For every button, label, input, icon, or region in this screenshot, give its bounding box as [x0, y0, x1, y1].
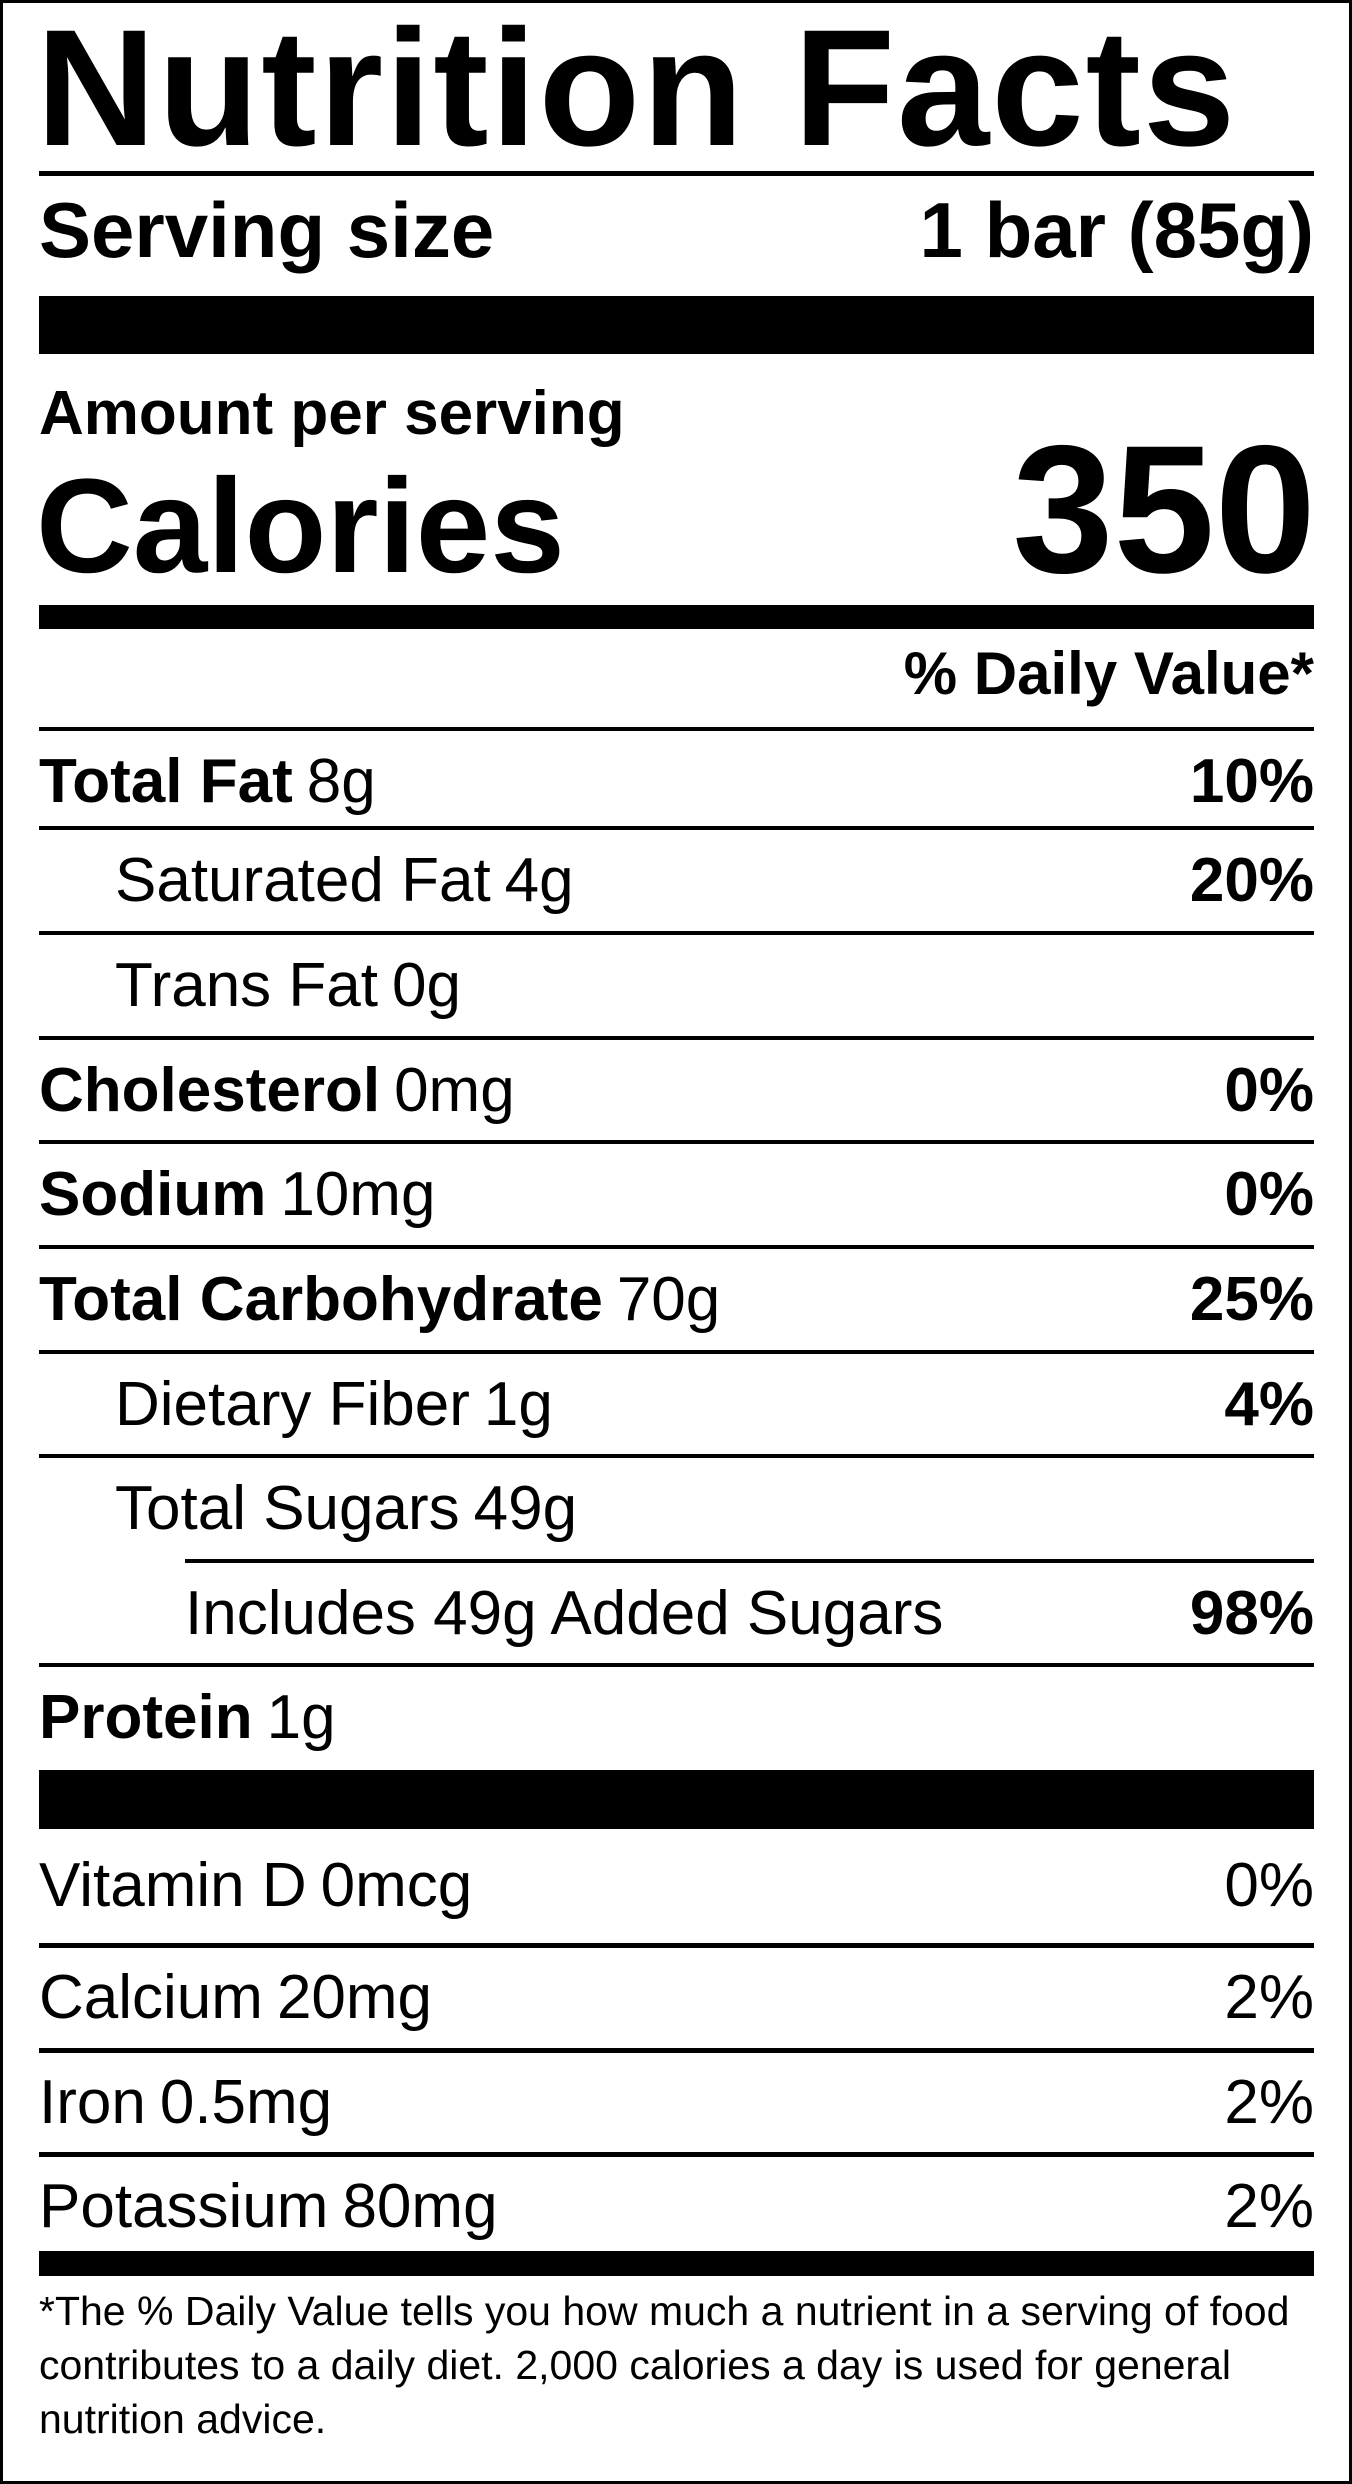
- row-divider: [39, 1943, 1314, 1948]
- vitamin-row: Calcium 20mg 2%: [39, 1945, 1314, 2049]
- row-divider: [39, 931, 1314, 935]
- nutrient-label: Total Sugars 49g: [115, 1473, 577, 1544]
- nutrient-daily-value: 4%: [1224, 1369, 1314, 1439]
- calories-value: 350: [1012, 407, 1316, 611]
- vitamin-name: Calcium: [39, 1962, 263, 2032]
- footnote: *The % Daily Value tells you how much a …: [39, 2288, 1290, 2442]
- nutrient-name: Total Sugars: [115, 1473, 460, 1543]
- thick-bar: [39, 1770, 1314, 1829]
- amount-per-serving: Amount per serving: [39, 379, 625, 448]
- row-divider: [39, 1140, 1314, 1144]
- nutrient-name: Total Carbohydrate: [39, 1264, 603, 1334]
- nutrient-name: Saturated Fat: [115, 845, 491, 915]
- daily-value-header: % Daily Value*: [903, 640, 1314, 707]
- vitamin-amount: 80mg: [342, 2171, 498, 2241]
- nutrient-row: Protein 1g: [39, 1665, 1314, 1769]
- vitamin-name: Iron: [39, 2067, 146, 2137]
- row-divider: [39, 1663, 1314, 1667]
- nutrient-label: Includes 49g Added Sugars: [185, 1578, 957, 1649]
- vitamin-amount: 0.5mg: [159, 2067, 333, 2137]
- calories-label: Calories: [36, 452, 565, 601]
- nutrient-name: Includes 49g Added Sugars: [185, 1578, 944, 1648]
- nutrient-daily-value: 0%: [1224, 1159, 1314, 1229]
- nutrient-label: Protein 1g: [39, 1682, 336, 1753]
- row-divider: [39, 1350, 1314, 1354]
- nutrient-amount: 4g: [504, 845, 574, 915]
- row-divider: [39, 1245, 1314, 1249]
- nutrient-daily-value: 98%: [1189, 1578, 1314, 1648]
- nutrient-daily-value: 10%: [1189, 746, 1314, 816]
- vitamin-amount: 20mg: [276, 1962, 433, 2032]
- nutrient-name: Total Fat: [39, 746, 293, 816]
- vitamin-name: Vitamin D: [39, 1850, 307, 1920]
- row-divider: [39, 826, 1314, 830]
- row-divider: [39, 727, 1314, 731]
- vitamin-label: Calcium 20mg: [39, 1962, 432, 2033]
- vitamin-name: Potassium: [39, 2171, 329, 2241]
- nutrient-row: Trans Fat 0g: [115, 933, 1314, 1037]
- nutrient-row: Total Sugars 49g: [115, 1456, 1314, 1560]
- nutrient-daily-value: 20%: [1189, 845, 1314, 915]
- nutrient-amount: 8g: [306, 746, 376, 816]
- nutrient-amount: 1g: [266, 1682, 336, 1752]
- thick-bar: [39, 296, 1314, 354]
- vitamin-daily-value: 2%: [1224, 2171, 1314, 2241]
- nutrient-row: Saturated Fat 4g 20%: [115, 828, 1314, 932]
- nutrient-label: Total Carbohydrate 70g: [39, 1264, 720, 1335]
- nutrient-row: Total Fat 8g 10%: [39, 729, 1314, 833]
- nutrient-amount: 49g: [473, 1473, 578, 1543]
- row-divider: [39, 1036, 1314, 1040]
- nutrient-name: Sodium: [39, 1159, 267, 1229]
- serving-size-label: Serving size: [39, 186, 495, 274]
- nutrient-label: Saturated Fat 4g: [115, 845, 574, 916]
- medium-bar: [39, 2251, 1314, 2276]
- nutrient-amount: 10mg: [280, 1159, 436, 1229]
- vitamin-row: Potassium 80mg 2%: [39, 2154, 1314, 2258]
- nutrient-name: Protein: [39, 1682, 253, 1752]
- nutrient-row: Sodium 10mg 0%: [39, 1142, 1314, 1246]
- nutrient-row: Dietary Fiber 1g 4%: [115, 1352, 1314, 1456]
- nutrient-daily-value: 25%: [1189, 1264, 1314, 1334]
- nutrient-label: Total Fat 8g: [39, 746, 376, 817]
- nutrient-name: Trans Fat: [115, 950, 378, 1020]
- vitamin-label: Vitamin D 0mcg: [39, 1850, 472, 1921]
- label-title: Nutrition Facts: [36, 0, 1238, 181]
- serving-size-value: 1 bar (85g): [919, 186, 1314, 274]
- vitamin-label: Potassium 80mg: [39, 2171, 498, 2242]
- nutrient-name: Dietary Fiber: [115, 1369, 470, 1439]
- row-divider: [39, 1454, 1314, 1458]
- nutrient-name: Cholesterol: [39, 1055, 381, 1125]
- vitamin-row: Vitamin D 0mcg 0%: [39, 1833, 1314, 1937]
- vitamin-amount: 0mcg: [320, 1850, 473, 1920]
- divider: [39, 171, 1314, 176]
- vitamin-label: Iron 0.5mg: [39, 2067, 332, 2138]
- row-divider: [39, 2152, 1314, 2157]
- row-divider: [185, 1559, 1314, 1563]
- nutrient-row: Cholesterol 0mg 0%: [39, 1038, 1314, 1142]
- vitamin-row: Iron 0.5mg 2%: [39, 2050, 1314, 2154]
- nutrient-amount: 0mg: [394, 1055, 515, 1125]
- nutrient-row: Includes 49g Added Sugars 98%: [185, 1561, 1314, 1665]
- medium-bar: [39, 605, 1314, 629]
- vitamin-daily-value: 2%: [1224, 1962, 1314, 2032]
- vitamin-daily-value: 0%: [1224, 1850, 1314, 1920]
- nutrient-daily-value: 0%: [1224, 1055, 1314, 1125]
- nutrient-label: Dietary Fiber 1g: [115, 1369, 553, 1440]
- nutrient-amount: 70g: [616, 1264, 721, 1334]
- row-divider: [39, 2048, 1314, 2053]
- nutrient-amount: 1g: [483, 1369, 553, 1439]
- vitamin-daily-value: 2%: [1224, 2067, 1314, 2137]
- nutrient-label: Sodium 10mg: [39, 1159, 435, 1230]
- nutrient-label: Trans Fat 0g: [115, 950, 461, 1021]
- nutrient-row: Total Carbohydrate 70g 25%: [39, 1247, 1314, 1351]
- nutrient-amount: 0g: [392, 950, 461, 1020]
- nutrient-label: Cholesterol 0mg: [39, 1055, 515, 1126]
